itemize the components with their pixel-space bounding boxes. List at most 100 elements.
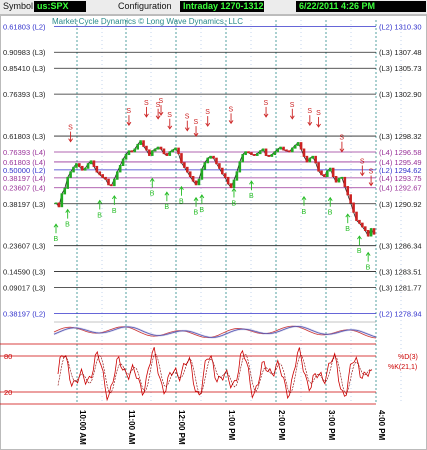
price-bar <box>212 155 215 159</box>
buy-signal-label: B <box>357 248 362 255</box>
buy-arrow-head <box>357 235 362 240</box>
price-bar <box>180 153 183 164</box>
oscillator-k-label: %K(21,1) <box>388 364 417 371</box>
fib-level-right-label: (L2) 1294.62 <box>379 166 422 175</box>
fib-level-right-label: (L3) 1283.51 <box>379 268 422 277</box>
buy-signal-label: B <box>54 236 59 243</box>
time-axis-label: 10:00 AM <box>78 410 87 445</box>
price-bar <box>296 142 300 146</box>
sell-arrow-head <box>359 172 365 177</box>
fib-level-left-label: 0.61803 (L3) <box>3 132 46 141</box>
price-bar <box>110 184 113 187</box>
sell-signal-label: S <box>194 119 199 126</box>
time-axis-label: 4:00 PM <box>377 410 386 441</box>
fib-level-left-label: 0.38197 (L2) <box>3 309 46 318</box>
price-bar <box>320 170 323 176</box>
sell-arrow-head <box>68 138 73 143</box>
buy-signal-label: B <box>301 209 306 216</box>
fib-level-left-label: 0.50000 (L2) <box>3 166 46 175</box>
price-bar <box>185 166 189 173</box>
price-bar <box>226 176 230 185</box>
price-bar <box>273 151 277 156</box>
fib-level-right-label: (L3) 1302.90 <box>379 90 422 99</box>
price-bar <box>113 178 116 187</box>
price-bar <box>92 160 96 167</box>
buy-arrow-head <box>53 223 59 228</box>
price-bar <box>203 162 207 170</box>
price-bar <box>72 166 75 173</box>
fib-level-left-label: 0.23607 (L4) <box>3 184 46 193</box>
fib-level-left-label: 0.14590 (L3) <box>3 268 46 277</box>
sell-arrow-head <box>144 113 149 118</box>
price-bar <box>238 161 242 173</box>
price-bar <box>75 163 78 168</box>
buy-signal-label: B <box>164 204 169 211</box>
price-bar <box>326 170 329 177</box>
price-bar <box>66 176 69 189</box>
symbol-field[interactable]: us:SPX <box>34 1 86 12</box>
datetime-display: 6/22/2011 4:26 PM <box>296 1 426 12</box>
price-bar <box>340 176 344 179</box>
fib-level-left-label: 0.85410 (L3) <box>3 64 46 73</box>
price-bar <box>98 171 102 176</box>
price-bar <box>115 171 119 180</box>
fib-level-right-label: (L3) 1305.73 <box>379 64 422 73</box>
price-bar <box>299 142 303 150</box>
sell-arrow-head <box>307 121 313 126</box>
buy-arrow-head <box>97 199 103 204</box>
buy-arrow-head <box>179 185 184 190</box>
price-bar <box>174 147 177 151</box>
price-bar <box>63 187 67 195</box>
sell-signal-label: S <box>126 108 131 115</box>
fib-level-left-label: 0.90983 (L3) <box>3 48 46 57</box>
price-bar <box>86 163 90 169</box>
price-bar <box>323 174 326 177</box>
price-bar <box>355 211 358 221</box>
price-bar <box>159 146 163 150</box>
sell-arrow-head <box>158 111 164 116</box>
configuration-field[interactable]: Intraday 1270-1312 <box>180 1 264 12</box>
buy-signal-label: B <box>231 201 236 208</box>
price-bar <box>124 154 128 160</box>
price-bar <box>139 140 142 145</box>
price-bar <box>171 149 174 153</box>
price-bar <box>223 173 227 178</box>
sell-arrow-head <box>289 115 295 120</box>
price-bar <box>69 171 72 178</box>
price-bar <box>145 145 148 151</box>
time-axis-label: 1:00 PM <box>227 410 236 441</box>
sell-arrow-head <box>205 122 211 127</box>
price-bar <box>235 171 239 181</box>
price-bar <box>206 157 210 164</box>
price-bar <box>101 174 104 178</box>
price-bar <box>261 148 265 152</box>
oscillator-k-line <box>57 347 373 402</box>
price-bar <box>57 202 61 208</box>
price-bar <box>215 157 218 165</box>
fib-level-right-label: (L3) 1281.77 <box>379 283 422 292</box>
fib-level-left-label: 0.61803 (L4) <box>3 158 46 167</box>
price-bar <box>165 153 169 156</box>
price-bar <box>60 193 64 208</box>
buy-arrow-head <box>111 195 117 200</box>
price-bar <box>358 219 361 224</box>
fib-level-right-label: (L4) 1295.49 <box>379 158 422 167</box>
price-bar <box>78 163 81 167</box>
price-bar <box>346 186 350 196</box>
fib-level-right-label: (L3) 1286.34 <box>379 242 422 251</box>
price-bar <box>220 167 224 175</box>
price-bar <box>232 179 236 188</box>
sell-arrow-head <box>368 182 374 187</box>
buy-signal-label: B <box>65 222 70 229</box>
buy-arrow-head <box>301 195 307 201</box>
price-bar <box>130 150 134 153</box>
price-bar <box>209 155 212 159</box>
oscillator-d-line <box>57 354 373 394</box>
fib-level-right-label: (L2) 1310.30 <box>379 22 422 31</box>
price-bar <box>150 150 154 156</box>
price-bar <box>328 167 332 172</box>
buy-signal-label: B <box>150 190 155 197</box>
price-bar <box>89 160 93 165</box>
time-axis-label: 2:00 PM <box>277 410 286 441</box>
